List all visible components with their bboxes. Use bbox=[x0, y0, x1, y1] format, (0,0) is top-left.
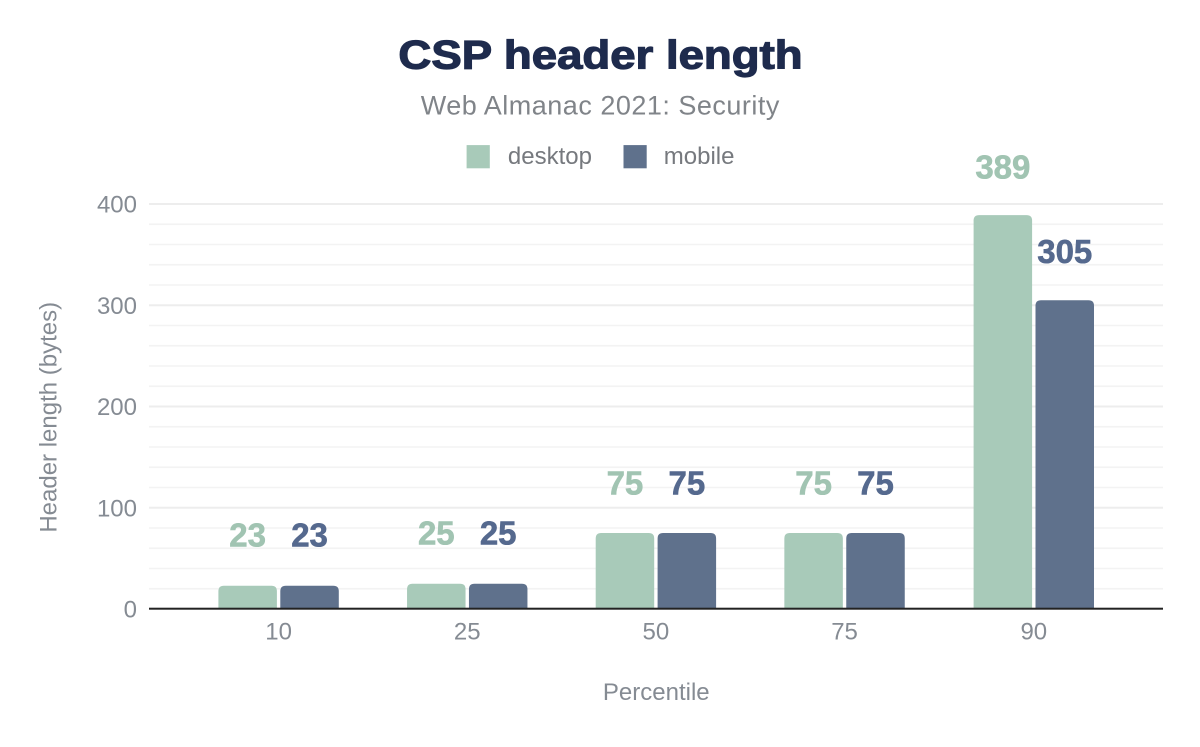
svg-text:10: 10 bbox=[265, 619, 292, 646]
svg-text:desktop: desktop bbox=[508, 143, 592, 170]
svg-text:Header length (bytes): Header length (bytes) bbox=[35, 302, 62, 533]
svg-text:mobile: mobile bbox=[664, 143, 735, 170]
svg-text:75: 75 bbox=[831, 619, 858, 646]
svg-text:25: 25 bbox=[418, 515, 455, 552]
svg-text:75: 75 bbox=[607, 464, 644, 501]
svg-text:305: 305 bbox=[1037, 233, 1092, 270]
svg-text:75: 75 bbox=[857, 464, 894, 501]
svg-text:50: 50 bbox=[643, 619, 670, 646]
svg-text:75: 75 bbox=[795, 464, 832, 501]
svg-text:25: 25 bbox=[480, 515, 517, 552]
svg-text:200: 200 bbox=[97, 394, 137, 421]
svg-text:25: 25 bbox=[454, 619, 481, 646]
svg-text:23: 23 bbox=[291, 517, 328, 554]
svg-text:75: 75 bbox=[668, 464, 705, 501]
svg-text:CSP header length: CSP header length bbox=[398, 33, 802, 78]
svg-text:90: 90 bbox=[1020, 619, 1047, 646]
svg-text:Web Almanac 2021: Security: Web Almanac 2021: Security bbox=[421, 91, 780, 121]
svg-text:Percentile: Percentile bbox=[603, 679, 710, 706]
svg-text:100: 100 bbox=[97, 495, 137, 522]
svg-text:389: 389 bbox=[975, 149, 1030, 186]
svg-text:23: 23 bbox=[229, 517, 266, 554]
svg-text:300: 300 bbox=[97, 293, 137, 320]
svg-text:0: 0 bbox=[124, 597, 137, 624]
svg-text:400: 400 bbox=[97, 192, 137, 219]
